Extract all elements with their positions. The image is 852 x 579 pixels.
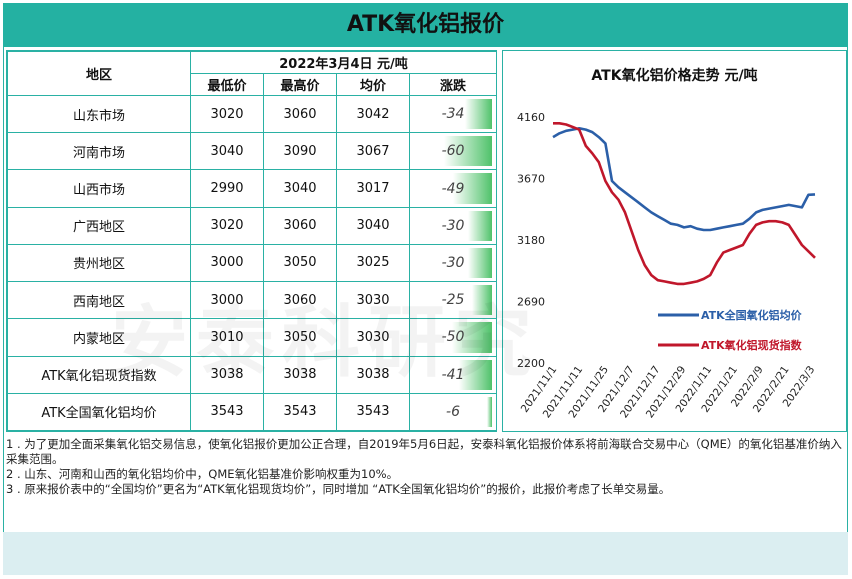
change-databar bbox=[459, 359, 493, 390]
region-cell: 内蒙地区 bbox=[7, 318, 191, 357]
low-price-cell: 3543 bbox=[190, 392, 264, 432]
series-line-2 bbox=[553, 122, 816, 286]
legend-label-1: ATK全国氧化铝均价 bbox=[701, 308, 803, 322]
low-price-cell: 3010 bbox=[190, 318, 264, 357]
series-line-1 bbox=[552, 127, 816, 232]
table-row: 山东市场 3020 3060 3042 -34 bbox=[7, 94, 498, 134]
avg-price-cell: 3038 bbox=[336, 355, 410, 394]
avg-price-cell: 3543 bbox=[336, 392, 410, 432]
change-cell: -30 bbox=[408, 206, 498, 245]
page-title: ATK氧化铝报价 bbox=[3, 3, 848, 47]
avg-price-cell: 3042 bbox=[336, 94, 410, 134]
table-row: ATK氧化铝现货指数 3038 3038 3038 -41 bbox=[7, 355, 498, 394]
change-value: -30 bbox=[441, 217, 465, 234]
change-databar bbox=[452, 322, 493, 353]
change-databar bbox=[468, 210, 493, 241]
low-price-cell: 3040 bbox=[190, 132, 264, 171]
low-price-cell: 3020 bbox=[190, 206, 264, 245]
table-row: ATK全国氧化铝均价 3543 3543 3543 -6 bbox=[7, 392, 498, 432]
change-databar bbox=[452, 173, 493, 204]
change-value: -49 bbox=[441, 180, 465, 197]
avg-price-cell: 3030 bbox=[336, 281, 410, 320]
y-tick-label: 3180 bbox=[517, 234, 545, 247]
y-tick-label: 3670 bbox=[517, 173, 545, 186]
region-cell: 贵州地区 bbox=[7, 243, 191, 283]
avg-price-cell: 3067 bbox=[336, 132, 410, 171]
change-value: -30 bbox=[441, 254, 465, 271]
note-2: 2 . 山东、河南和山西的氧化铝均价中，QME氧化铝基准价影响权重为10%。 bbox=[6, 467, 399, 481]
y-tick-label: 4160 bbox=[517, 111, 545, 124]
price-table-panel: 地区 2022年3月4日 元/吨 最低价 最高价 均价 涨跌 山东市场 3020 3… bbox=[6, 50, 498, 432]
change-value: -50 bbox=[441, 329, 465, 346]
avg-price-cell: 3030 bbox=[336, 318, 410, 357]
change-value: -41 bbox=[441, 366, 465, 383]
region-cell: ATK全国氧化铝均价 bbox=[7, 392, 191, 432]
date-header: 2022年3月4日 元/吨 bbox=[189, 51, 498, 74]
high-price-cell: 3050 bbox=[263, 318, 337, 357]
avg-price-cell: 3040 bbox=[336, 206, 410, 245]
low-price-cell: 3038 bbox=[190, 355, 264, 394]
change-value: -34 bbox=[441, 106, 465, 123]
chart-panel: ATK氧化铝价格走势 元/吨 4160 3670 3180 2690 2200 2021/… bbox=[502, 50, 847, 432]
high-price-cell: 3060 bbox=[263, 94, 337, 134]
change-value: -6 bbox=[446, 403, 460, 420]
change-value: -25 bbox=[441, 292, 465, 309]
table-row: 广西地区 3020 3060 3040 -30 bbox=[7, 206, 498, 245]
change-cell: -25 bbox=[408, 281, 498, 320]
bottom-strip bbox=[3, 532, 848, 575]
region-cell: ATK氧化铝现货指数 bbox=[7, 355, 191, 394]
change-cell: -34 bbox=[408, 94, 498, 134]
note-1: 1 . 为了更加全面采集氧化铝交易信息，使氧化铝报价更加公正合理，自2019年5… bbox=[6, 437, 842, 466]
high-price-cell: 3040 bbox=[263, 169, 337, 208]
low-price-cell: 2990 bbox=[190, 169, 264, 208]
change-databar bbox=[472, 285, 493, 316]
low-price-cell: 3000 bbox=[190, 281, 264, 320]
high-price-cell: 3060 bbox=[263, 281, 337, 320]
table-row: 河南市场 3040 3090 3067 -60 bbox=[7, 132, 498, 171]
table-row: 内蒙地区 3010 3050 3030 -50 bbox=[7, 318, 498, 357]
high-price-cell: 3543 bbox=[263, 392, 337, 432]
change-databar bbox=[468, 247, 493, 279]
region-cell: 山西市场 bbox=[7, 169, 191, 208]
col-header-avg: 均价 bbox=[336, 73, 410, 96]
avg-price-cell: 3025 bbox=[336, 243, 410, 283]
change-databar bbox=[487, 396, 493, 427]
notes: 1 . 为了更加全面采集氧化铝交易信息，使氧化铝报价更加公正合理，自2019年5… bbox=[6, 437, 844, 532]
change-value: -60 bbox=[441, 143, 465, 160]
col-header-low: 最低价 bbox=[190, 73, 264, 96]
table-row: 西南地区 3000 3060 3030 -25 bbox=[7, 281, 498, 320]
region-cell: 山东市场 bbox=[7, 94, 191, 134]
col-header-high: 最高价 bbox=[263, 73, 337, 96]
change-databar bbox=[444, 136, 493, 167]
change-databar bbox=[464, 99, 493, 130]
chart-title: ATK氧化铝价格走势 元/吨 bbox=[591, 68, 758, 84]
price-table: 地区 2022年3月4日 元/吨 最低价 最高价 均价 涨跌 山东市场 3020 3… bbox=[7, 51, 498, 432]
legend-label-2: ATK氧化铝现货指数 bbox=[701, 338, 803, 352]
y-tick-label: 2690 bbox=[517, 296, 545, 309]
note-3: 3 . 原来报价表中的“全国均价”更名为“ATK氧化铝现货均价”，同时增加 “A… bbox=[6, 482, 671, 496]
table-row: 山西市场 2990 3040 3017 -49 bbox=[7, 169, 498, 208]
high-price-cell: 3090 bbox=[263, 132, 337, 171]
change-cell: -50 bbox=[408, 318, 498, 357]
change-cell: -60 bbox=[408, 132, 498, 171]
change-cell: -30 bbox=[408, 243, 498, 283]
region-cell: 广西地区 bbox=[7, 206, 191, 245]
avg-price-cell: 3017 bbox=[336, 169, 410, 208]
price-trend-chart: 416036703180269022002021/11/12021/11/112… bbox=[517, 111, 817, 420]
region-header: 地区 bbox=[7, 51, 191, 96]
change-cell: -41 bbox=[408, 355, 498, 394]
y-tick-label: 2200 bbox=[517, 357, 545, 370]
high-price-cell: 3050 bbox=[263, 243, 337, 283]
low-price-cell: 3000 bbox=[190, 243, 264, 283]
region-cell: 河南市场 bbox=[7, 132, 191, 171]
region-cell: 西南地区 bbox=[7, 281, 191, 320]
high-price-cell: 3038 bbox=[263, 355, 337, 394]
table-row: 贵州地区 3000 3050 3025 -30 bbox=[7, 243, 498, 283]
high-price-cell: 3060 bbox=[263, 206, 337, 245]
col-header-change: 涨跌 bbox=[408, 73, 498, 96]
change-cell: -6 bbox=[408, 392, 498, 432]
change-cell: -49 bbox=[408, 169, 498, 208]
low-price-cell: 3020 bbox=[190, 94, 264, 134]
